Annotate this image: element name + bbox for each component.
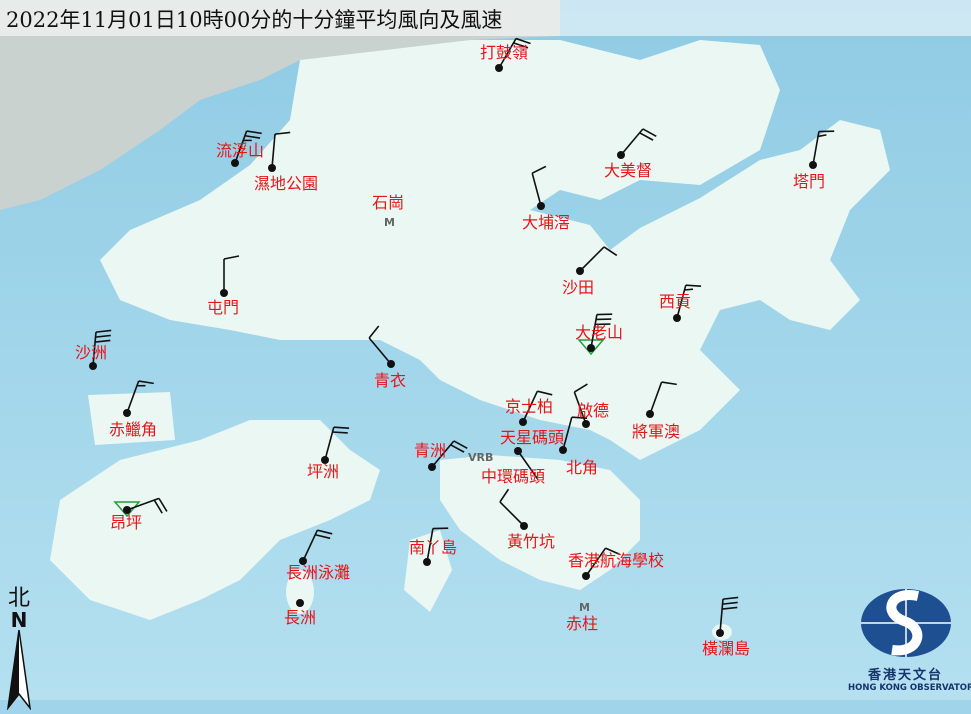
station-label: 大美督 xyxy=(604,162,652,180)
station-dot xyxy=(519,418,527,426)
wind-barb-feather xyxy=(334,427,349,428)
wind-barb-feather xyxy=(686,285,701,286)
station-label: 京士柏 xyxy=(505,398,553,416)
station-label: 青洲 xyxy=(414,442,446,460)
station-dot xyxy=(231,159,239,167)
station-dot xyxy=(576,267,584,275)
station-dot xyxy=(514,447,522,455)
map-mark-shek-kong: M xyxy=(384,217,395,229)
station-label: 北角 xyxy=(566,459,598,477)
station-dot xyxy=(89,362,97,370)
station-dot xyxy=(428,463,436,471)
station-dot xyxy=(220,289,228,297)
place-label-stanley: 赤柱 xyxy=(566,615,598,633)
wind-barb-feather xyxy=(685,289,694,290)
station-label: 赤鱲角 xyxy=(109,421,157,439)
station-dot xyxy=(587,344,595,352)
station-dot xyxy=(268,164,276,172)
station-dot xyxy=(617,151,625,159)
station-label: 大埔滘 xyxy=(522,214,570,232)
hko-logo: 香港天文台 HONG KONG OBSERVATORY xyxy=(848,588,963,693)
station-label: 西貢 xyxy=(659,293,691,311)
hko-logo-icon xyxy=(860,588,952,658)
station-label: 大老山 xyxy=(575,324,623,342)
station-label: 青衣 xyxy=(374,372,406,390)
station-dot xyxy=(673,314,681,322)
station-dot xyxy=(495,64,503,72)
map-title: 2022年11月01日10時00分的十分鐘平均風向及風速 xyxy=(6,4,502,34)
logo-en: HONG KONG OBSERVATORY xyxy=(848,683,963,693)
station-dot xyxy=(582,420,590,428)
north-arrow-icon xyxy=(4,630,34,710)
place-label-central-pier: 中環碼頭 xyxy=(481,468,545,486)
station-dot xyxy=(520,522,528,530)
station-dot xyxy=(123,409,131,417)
station-label: 濕地公園 xyxy=(254,175,318,193)
station-dot xyxy=(387,360,395,368)
station-dot xyxy=(559,446,567,454)
station-dot xyxy=(537,202,545,210)
station-label: 打鼓嶺 xyxy=(480,44,528,62)
station-dot xyxy=(296,599,304,607)
station-label: 長洲泳灘 xyxy=(286,564,350,582)
station-dot xyxy=(646,410,654,418)
logo-zh: 香港天文台 xyxy=(848,664,963,683)
wind-barb-feather xyxy=(333,432,348,433)
station-label: 啟德 xyxy=(577,402,609,420)
station-label: 長洲 xyxy=(284,609,316,627)
map-mark-vrb: VRB xyxy=(468,452,493,464)
station-label: 南丫島 xyxy=(409,539,457,557)
station-label: 將軍澳 xyxy=(632,423,680,441)
north-label: 北 xyxy=(4,588,34,610)
station-label: 塔門 xyxy=(793,173,825,191)
map-mark-stanley: M xyxy=(579,602,590,614)
station-label: 沙洲 xyxy=(75,344,107,362)
station-label: 流浮山 xyxy=(216,142,264,160)
station-label: 昂坪 xyxy=(110,514,142,532)
station-label: 沙田 xyxy=(562,279,594,297)
station-label: 屯門 xyxy=(207,299,239,317)
station-label: 黃竹坑 xyxy=(507,533,555,551)
title-bar: 2022年11月01日10時00分的十分鐘平均風向及風速 xyxy=(0,0,971,36)
station-label: 坪洲 xyxy=(307,463,339,481)
place-label-shek-kong: 石崗 xyxy=(372,194,404,212)
station-dot xyxy=(582,572,590,580)
station-label: 橫瀾島 xyxy=(702,640,750,658)
station-label: 香港航海學校 xyxy=(568,552,664,570)
north-arrow: 北 N xyxy=(4,588,34,714)
station-label: 天星碼頭 xyxy=(500,429,564,447)
station-dot xyxy=(809,161,817,169)
station-dot xyxy=(423,558,431,566)
station-dot xyxy=(716,629,724,637)
north-letter: N xyxy=(4,610,34,630)
